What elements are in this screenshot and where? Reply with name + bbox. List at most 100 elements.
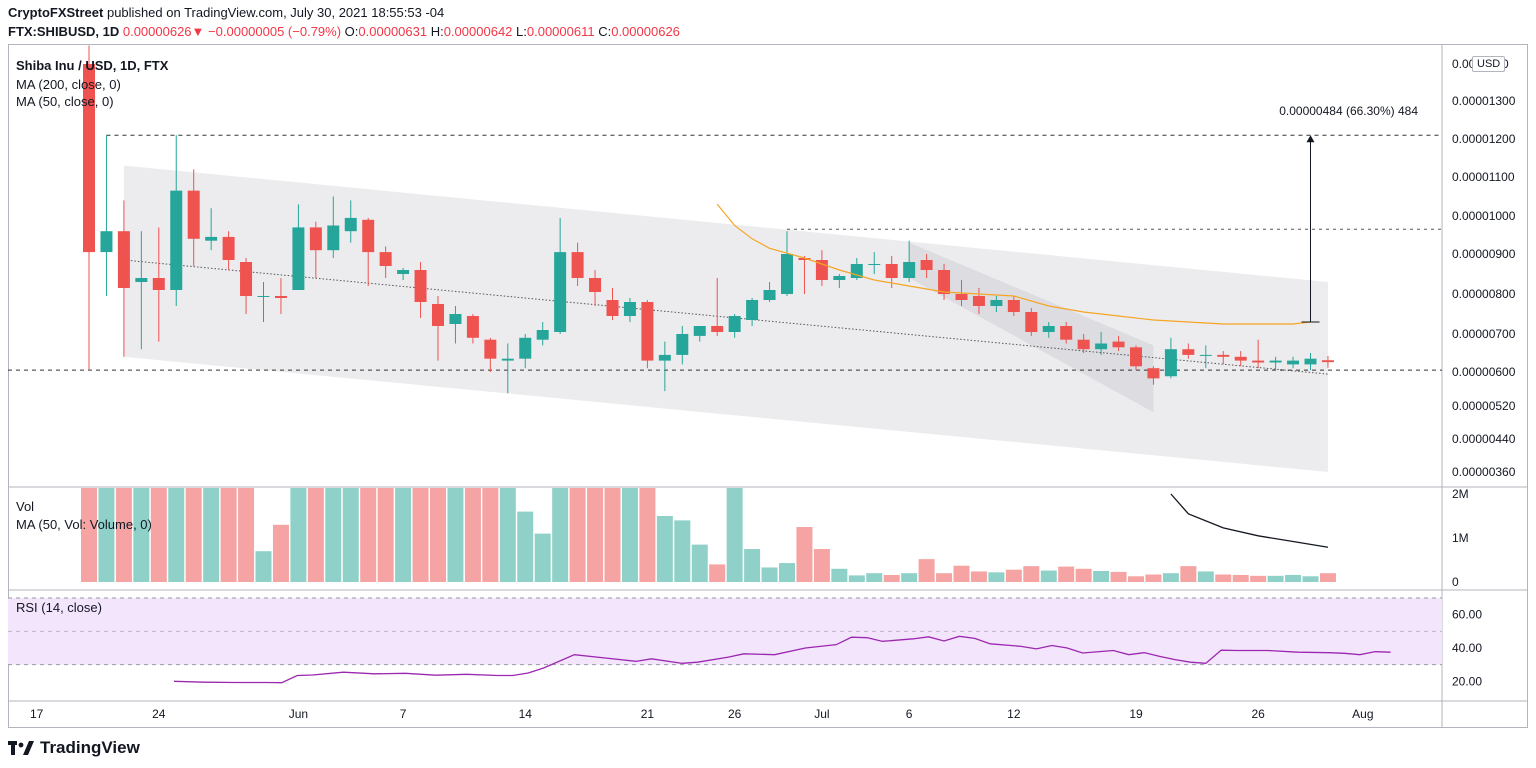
- volume-bar-up: [656, 516, 673, 582]
- candle-up: [170, 190, 183, 290]
- volume-bar-down: [587, 488, 604, 582]
- candle-down: [798, 258, 811, 260]
- high-value: 0.00000642: [443, 24, 513, 39]
- candle-down: [711, 326, 724, 332]
- candle-down: [1234, 356, 1247, 361]
- volume-bar-up: [499, 488, 516, 582]
- candle-up: [781, 254, 793, 294]
- candle-down: [222, 236, 235, 260]
- candle-down: [1007, 300, 1020, 312]
- volume-axis-label: 2M: [1452, 487, 1469, 501]
- candle-up: [257, 296, 270, 297]
- volume-bar-up: [552, 488, 569, 582]
- price-change: −0.00000005 (−0.79%): [208, 24, 342, 39]
- volume-bar-down: [377, 488, 394, 582]
- volume-bar-up: [395, 488, 412, 582]
- volume-bar-up: [744, 549, 761, 582]
- ma200-legend[interactable]: MA (200, close, 0): [16, 77, 121, 92]
- candle-down: [1130, 347, 1142, 367]
- rsi-axis-label: 40.00: [1452, 641, 1482, 655]
- measure-label: 0.00000484 (66.30%) 484: [1279, 104, 1418, 118]
- candle-down: [83, 64, 95, 253]
- time-axis-label: 19: [1129, 707, 1143, 721]
- candle-down: [1112, 341, 1125, 348]
- ma50-legend[interactable]: MA (50, close, 0): [16, 94, 114, 109]
- tradingview-logo[interactable]: TradingView: [8, 738, 140, 758]
- volume-bar-down: [307, 488, 324, 582]
- volume-legend[interactable]: Vol: [16, 499, 35, 514]
- time-axis-label: 26: [728, 707, 742, 721]
- volume-bar-down: [1250, 575, 1267, 582]
- price-axis-label: 0.00001000: [1452, 209, 1516, 223]
- high-label: H:: [430, 24, 444, 39]
- candle-down: [274, 296, 287, 298]
- volume-bar-up: [866, 573, 883, 582]
- rsi-legend[interactable]: RSI (14, close): [16, 600, 102, 615]
- series-title: Shiba Inu / USD, 1D, FTX: [16, 58, 169, 73]
- volume-bar-down: [1005, 569, 1022, 582]
- candle-up: [658, 354, 671, 361]
- low-value: 0.00000611: [526, 24, 595, 39]
- volume-bar-down: [115, 488, 132, 582]
- candle-up: [501, 358, 514, 361]
- candle-down: [1217, 354, 1230, 357]
- candle-up: [1304, 358, 1317, 365]
- volume-bar-down: [1145, 574, 1162, 582]
- candle-down: [1025, 312, 1038, 332]
- price-pane: 0.00000484 (66.30%) 484: [8, 45, 1442, 472]
- chart-frame[interactable]: [8, 44, 1528, 728]
- rsi-axis-label: 20.00: [1452, 674, 1482, 688]
- volume-bar-up: [831, 568, 848, 582]
- volume-bar-down: [412, 488, 429, 582]
- volume-axis-label: 0: [1452, 575, 1459, 589]
- price-axis-label: 0.00000440: [1452, 432, 1516, 446]
- candle-down: [571, 252, 584, 278]
- candle-down: [152, 278, 165, 290]
- open-label: O:: [344, 24, 359, 39]
- ma50-line: [716, 203, 1311, 325]
- volume-bar-down: [272, 524, 289, 582]
- time-axis-label: 21: [641, 707, 655, 721]
- volume-bar-up: [761, 567, 778, 582]
- candle-down: [362, 219, 375, 253]
- candle-down: [484, 339, 497, 359]
- volume-bar-up: [1285, 574, 1302, 582]
- volume-bar-up: [534, 533, 551, 582]
- volume-bar-up: [691, 544, 708, 582]
- candle-down: [885, 264, 898, 278]
- price-axis-label: 0.00000900: [1452, 247, 1516, 261]
- volume-bar-down: [1058, 566, 1075, 582]
- volume-pane: [81, 488, 1336, 582]
- candle-down: [972, 296, 985, 306]
- price-axis-label: 0.00001300: [1452, 94, 1516, 108]
- candle-down: [187, 190, 200, 239]
- volume-bar-down: [813, 549, 830, 582]
- candle-down: [309, 227, 322, 251]
- price-axis-label: 0.00000700: [1452, 327, 1516, 341]
- volume-bar-down: [1128, 576, 1144, 582]
- currency-button[interactable]: USD: [1472, 56, 1506, 72]
- time-axis-label: 6: [906, 707, 913, 721]
- volume-bar-down: [1319, 573, 1336, 582]
- volume-bar-down: [220, 488, 237, 582]
- volume-bar-down: [639, 488, 656, 582]
- candle-up: [135, 278, 148, 282]
- volume-ma-legend[interactable]: MA (50, Vol: Volume, 0): [16, 517, 152, 532]
- volume-bar-down: [1232, 574, 1249, 582]
- low-label: L:: [516, 24, 527, 39]
- volume-bar-up: [988, 572, 1005, 582]
- candle-up: [327, 225, 340, 251]
- publisher-name[interactable]: CryptoFXStreet: [8, 5, 104, 20]
- candle-down: [414, 270, 427, 302]
- volume-bar-down: [569, 488, 586, 582]
- price-axis-label: 0.00000600: [1452, 365, 1516, 379]
- volume-bar-down: [796, 527, 813, 582]
- volume-bar-down: [464, 488, 481, 582]
- volume-bar-down: [604, 488, 621, 582]
- volume-ma-line: [1170, 493, 1329, 548]
- candle-down: [466, 316, 479, 338]
- volume-bar-down: [918, 559, 935, 582]
- candle-down: [606, 300, 619, 316]
- volume-bar-down: [1023, 566, 1040, 582]
